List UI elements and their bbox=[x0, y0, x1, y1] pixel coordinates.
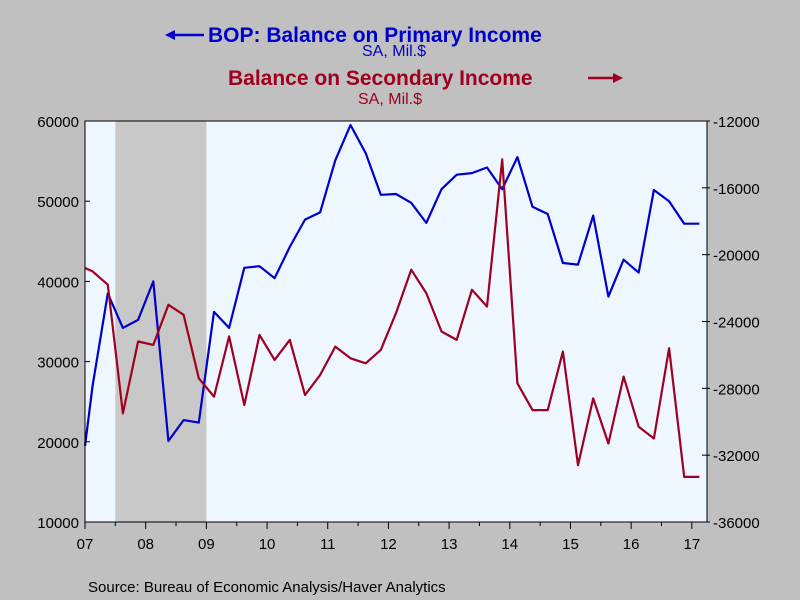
x-tick-label: 12 bbox=[380, 536, 397, 553]
legend-right-arrowhead-icon bbox=[613, 73, 623, 83]
left-y-axis: 10000 20000 30000 40000 50000 60000 bbox=[37, 114, 90, 532]
x-tick-label: 17 bbox=[683, 536, 700, 553]
units-secondary-income: SA, Mil.$ bbox=[358, 91, 422, 108]
x-tick-label: 09 bbox=[198, 536, 215, 553]
x-tick-label: 13 bbox=[441, 536, 458, 553]
legend-left-arrowhead-icon bbox=[165, 30, 175, 40]
title-secondary-income: Balance on Secondary Income bbox=[228, 67, 533, 90]
units-primary-income: SA, Mil.$ bbox=[362, 43, 426, 60]
x-axis: 07 08 09 10 11 12 13 14 15 16 17 bbox=[77, 522, 700, 553]
right-y-tick-label: -12000 bbox=[713, 114, 760, 131]
x-tick-label: 16 bbox=[623, 536, 640, 553]
left-y-tick-label: 40000 bbox=[37, 274, 79, 291]
x-tick-label: 11 bbox=[320, 536, 336, 553]
recession-layer bbox=[115, 121, 207, 522]
legend-secondary-income: Balance on Secondary Income SA, Mil.$ bbox=[228, 67, 623, 108]
series-primary-income-line bbox=[83, 123, 700, 446]
left-y-tick-label: 50000 bbox=[37, 194, 79, 211]
right-y-tick-label: -24000 bbox=[713, 315, 760, 332]
source-note: Source: Bureau of Economic Analysis/Have… bbox=[88, 579, 446, 596]
legend-primary-income: BOP: Balance on Primary Income SA, Mil.$ bbox=[165, 24, 542, 60]
right-y-tick-label: -28000 bbox=[713, 381, 760, 398]
x-tick-label: 07 bbox=[77, 536, 94, 553]
series-layer bbox=[83, 123, 700, 478]
x-tick-label: 10 bbox=[259, 536, 276, 553]
right-y-tick-label: -20000 bbox=[713, 248, 760, 265]
left-y-tick-label: 30000 bbox=[37, 355, 79, 372]
series-secondary-income-line bbox=[84, 158, 700, 478]
x-tick-label: 08 bbox=[137, 536, 154, 553]
recession-band bbox=[115, 121, 207, 522]
left-y-tick-label: 10000 bbox=[37, 515, 79, 532]
right-y-tick-label: -16000 bbox=[713, 181, 760, 198]
left-y-tick-label: 20000 bbox=[37, 435, 79, 452]
x-tick-label: 15 bbox=[562, 536, 579, 553]
x-tick-label: 14 bbox=[501, 536, 518, 553]
right-y-axis: -36000 -32000 -28000 -24000 -20000 -16000 -120… bbox=[702, 114, 760, 532]
right-y-tick-label: -32000 bbox=[713, 448, 760, 465]
left-y-tick-label: 60000 bbox=[37, 114, 79, 131]
title-primary-income: BOP: Balance on Primary Income bbox=[208, 24, 542, 47]
right-y-tick-label: -36000 bbox=[713, 515, 760, 532]
